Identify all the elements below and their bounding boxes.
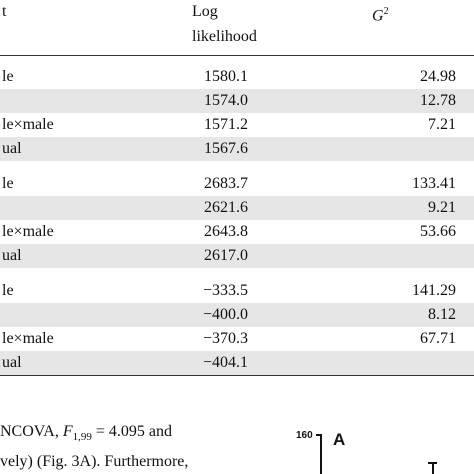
figure-errorbar [432,462,434,474]
row-shade [0,196,474,220]
row-shade [0,137,474,161]
row-shade [0,303,474,327]
text: 1,99 [72,431,92,444]
cell-g2: 24.98 [420,68,456,85]
cell-ll: 1574.0 [204,92,248,109]
cell-effect: ual [2,140,22,157]
cell-ll: 2621.6 [204,199,248,216]
cell-effect: le [2,175,14,192]
figure-label: A [333,430,346,449]
g2-symbol: G [372,7,384,25]
text: = 4.095 and [91,423,172,440]
header-effect: t [2,3,7,20]
figure-tick: 160 [296,430,313,441]
header-ll: Log [192,3,218,20]
paragraph-line: NCOVA, F1,99 = 4.095 and [0,422,172,447]
cell-effect: le [2,68,14,85]
cell-effect: ual [2,354,22,371]
text: NCOVA, [0,423,63,440]
cell-g2: 67.71 [420,330,456,347]
cell-ll: −370.3 [202,330,248,347]
cell-g2: 53.66 [420,223,456,240]
cell-g2: 12.78 [420,92,456,109]
cell-ll: 2617.0 [204,247,248,264]
cell-ll: 1580.1 [204,68,248,85]
cell-ll: 1571.2 [204,116,248,133]
cell-ll: 2683.7 [204,175,248,192]
row-shade [0,351,474,375]
text: F [62,423,73,440]
rule [0,375,474,376]
cell-g2: 7.21 [428,116,456,133]
cell-effect: le×male [2,223,54,240]
rule [0,55,474,56]
g2-sup: 2 [383,6,389,17]
header-ll: likelihood [192,28,257,45]
header-g2: G2 [372,2,389,26]
cell-g2: 9.21 [428,199,456,216]
cell-ll: −404.1 [202,354,248,371]
cell-effect: le×male [2,116,54,133]
cell-ll: 1567.6 [204,140,248,157]
cell-ll: −333.5 [202,282,248,299]
figure-errorbar [428,462,437,464]
cell-ll: −400.0 [202,306,248,323]
cell-ll: 2643.8 [204,223,248,240]
figure-axis [320,434,322,474]
row-shade [0,89,474,113]
cell-effect: ual [2,247,22,264]
cell-effect: le [2,282,14,299]
paragraph-line: vely) (Fig. 3A). Furthermore, [0,453,189,470]
cell-g2: 8.12 [428,306,456,323]
cell-g2: 133.41 [412,175,456,192]
cell-effect: le×male [2,330,54,347]
row-shade [0,244,474,268]
cell-g2: 141.29 [412,282,456,299]
figure-tick-mark [316,434,321,436]
